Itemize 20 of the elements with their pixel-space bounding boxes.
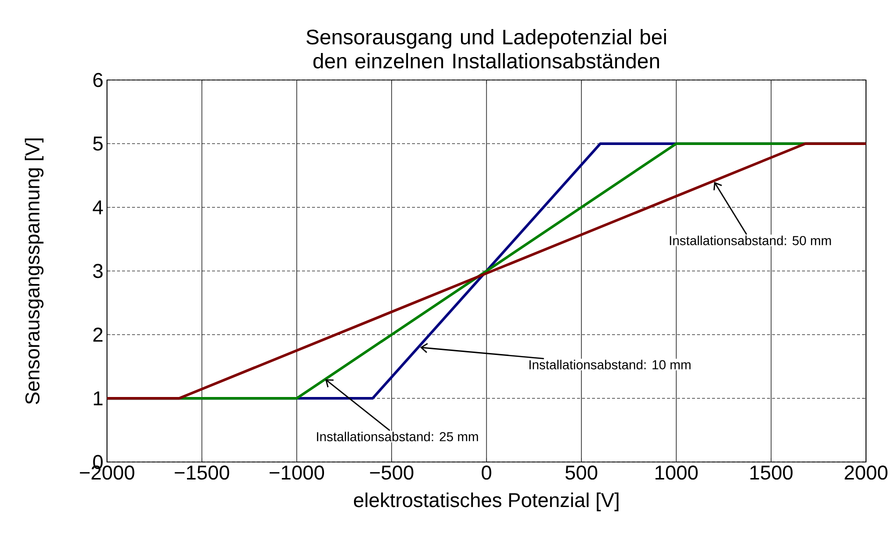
chart-title: Sensorausgang und Ladepotenzial bei den einzelnen Installationsabständen bbox=[306, 29, 666, 68]
y-tick-label: 5 bbox=[93, 136, 103, 151]
y-axis-title: Sensorausgangsspannung [V] bbox=[24, 138, 44, 404]
x-tick-label: 1500 bbox=[750, 466, 793, 480]
x-tick-label: −1500 bbox=[174, 466, 230, 480]
x-tick-label: −1000 bbox=[270, 466, 324, 480]
x-tick-label: 1000 bbox=[656, 466, 698, 480]
y-tick-label: 4 bbox=[92, 200, 103, 214]
annotation: Installationsabstand: 10 mm bbox=[530, 360, 690, 370]
y-tick-label: 3 bbox=[93, 264, 103, 278]
y-tick-label: 1 bbox=[94, 391, 102, 406]
x-tick-label: 500 bbox=[565, 466, 598, 480]
annotation: Installationsabstand: 25 mm bbox=[316, 432, 478, 442]
x-tick-label: 2000 bbox=[844, 466, 888, 480]
annotation: Installationsabstand: 50 mm bbox=[670, 236, 831, 246]
x-tick-label: −500 bbox=[370, 466, 414, 480]
y-tick-label: 2 bbox=[93, 328, 102, 342]
x-tick-label: 0 bbox=[482, 466, 492, 480]
y-tick-label: 6 bbox=[93, 72, 103, 88]
x-axis-title: elektrostatisches Potenzial [V] bbox=[354, 492, 618, 512]
